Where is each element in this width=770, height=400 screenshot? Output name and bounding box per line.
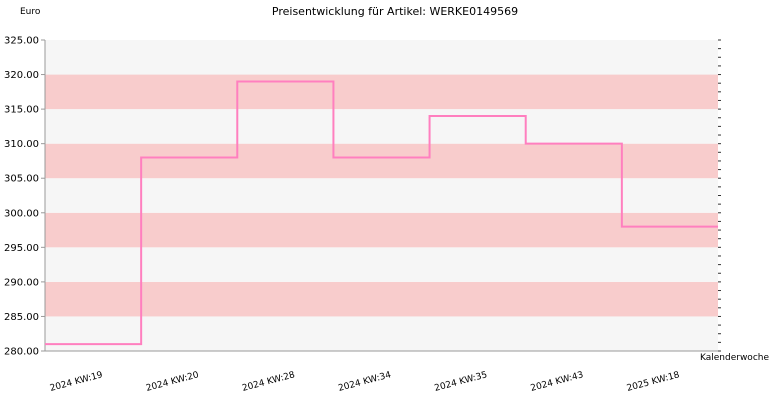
x-tick-label: 2024 KW:34 [337, 370, 392, 394]
y-tick-label: 310.00 [4, 139, 39, 150]
y-axis-ticks: 280.00 285.00 290.00 295.00 300.00 305.00 310.… [4, 36, 45, 358]
x-tick-label: 2024 KW:28 [241, 370, 296, 394]
y-tick-label: 290.00 [4, 277, 39, 288]
right-axis-minor-ticks [718, 39, 721, 352]
band-pink [45, 281, 718, 317]
y-tick-label: 280.00 [4, 347, 39, 358]
band-pink [45, 143, 718, 179]
price-step-line [45, 80, 718, 346]
price-series [45, 80, 718, 346]
y-tick-label: 295.00 [4, 243, 39, 254]
band-light [45, 247, 718, 282]
y-tick-label: 325.00 [4, 36, 39, 47]
band-pink [45, 212, 718, 248]
x-axis-labels: 2024 KW:19 2024 KW:20 2024 KW:28 2024 KW:34… [49, 370, 681, 394]
x-tick-label: 2024 KW:43 [530, 370, 585, 394]
band-light [45, 40, 718, 75]
chart-title: Preisentwicklung für Artikel: WERKE01495… [272, 5, 518, 18]
y-tick-label: 305.00 [4, 174, 39, 185]
x-tick-label: 2024 KW:19 [49, 370, 104, 394]
x-tick-label: 2024 KW:35 [433, 370, 488, 394]
x-tick-label: 2025 KW:18 [626, 370, 681, 394]
y-tick-label: 300.00 [4, 208, 39, 219]
y-tick-label: 285.00 [4, 312, 39, 323]
background-bands [45, 40, 718, 351]
y-tick-label: 315.00 [4, 105, 39, 116]
x-axis-label: Kalenderwoche [700, 353, 769, 363]
x-tick-label: 2024 KW:20 [145, 370, 200, 394]
y-tick-label: 320.00 [4, 70, 39, 81]
band-light [45, 109, 718, 144]
y-axis-label: Euro [20, 7, 41, 17]
band-light [45, 178, 718, 213]
band-pink [45, 74, 718, 110]
band-light [45, 316, 718, 351]
